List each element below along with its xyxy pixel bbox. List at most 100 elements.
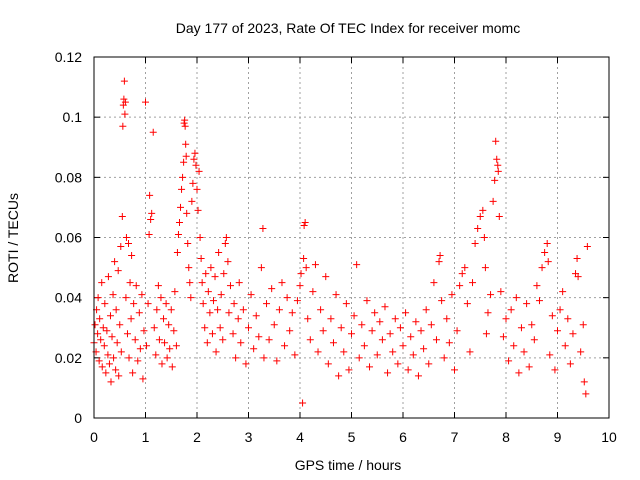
data-point: [556, 306, 564, 314]
data-point: [170, 327, 178, 335]
data-point: [239, 306, 247, 314]
data-point: [250, 345, 258, 353]
x-axis-label: GPS time / hours: [295, 457, 402, 473]
data-point: [451, 366, 458, 374]
data-point: [229, 330, 237, 338]
data-point: [293, 297, 301, 305]
data-point: [512, 294, 520, 302]
data-point: [371, 309, 379, 317]
data-point: [209, 297, 217, 305]
data-point: [322, 273, 330, 281]
data-point: [199, 300, 207, 308]
data-point: [396, 324, 404, 332]
data-point: [122, 294, 130, 302]
data-point: [220, 270, 228, 278]
x-tick-label: 0: [90, 429, 98, 445]
data-point: [117, 348, 125, 356]
data-point: [225, 309, 233, 317]
data-point: [102, 369, 110, 377]
data-point: [208, 330, 216, 338]
data-point: [394, 360, 402, 368]
y-tick-label: 0: [74, 410, 82, 426]
data-point: [458, 270, 466, 278]
data-point: [417, 327, 425, 335]
data-point: [582, 390, 590, 398]
data-point: [368, 327, 376, 335]
data-point: [132, 282, 140, 290]
data-point: [168, 363, 176, 371]
data-point: [180, 158, 188, 166]
y-tick-label: 0.12: [55, 49, 82, 65]
data-point: [491, 176, 499, 184]
data-point: [479, 206, 487, 214]
data-point: [257, 264, 265, 272]
data-point: [499, 333, 507, 341]
data-point: [329, 339, 337, 347]
data-point: [235, 279, 243, 287]
data-point: [517, 324, 525, 332]
data-point: [404, 366, 412, 374]
data-point: [196, 234, 204, 241]
data-point: [373, 351, 381, 359]
data-point: [497, 288, 505, 296]
x-tick-label: 8: [502, 429, 510, 445]
data-point: [579, 321, 587, 329]
data-point: [162, 300, 170, 308]
data-point: [216, 324, 224, 332]
data-point: [177, 203, 185, 211]
data-point: [566, 360, 574, 368]
data-point: [179, 173, 187, 181]
data-point: [297, 270, 305, 278]
data-point: [358, 321, 366, 329]
data-point: [121, 98, 129, 106]
data-point: [152, 351, 160, 359]
data-point: [443, 315, 451, 323]
data-point: [118, 212, 126, 220]
data-point: [180, 119, 188, 127]
data-point: [432, 336, 440, 344]
data-point: [148, 209, 156, 217]
data-point: [350, 312, 358, 320]
data-point: [445, 339, 453, 347]
data-point: [489, 197, 497, 205]
data-point: [202, 270, 210, 278]
data-point: [206, 309, 214, 317]
data-point: [207, 264, 215, 272]
data-point: [173, 249, 181, 257]
data-point: [484, 309, 492, 317]
data-point: [119, 122, 127, 130]
data-point: [158, 360, 166, 368]
data-point: [94, 330, 102, 338]
data-point: [300, 255, 308, 263]
data-point: [461, 264, 469, 272]
data-point: [311, 261, 319, 269]
data-point: [580, 378, 588, 386]
data-point: [353, 261, 361, 269]
data-point: [167, 306, 175, 314]
data-point: [260, 354, 268, 362]
data-point: [402, 309, 410, 317]
data-point: [153, 306, 161, 314]
data-point: [414, 372, 422, 380]
data-point: [495, 212, 503, 220]
data-point: [299, 399, 307, 407]
data-point: [422, 306, 430, 314]
data-point: [275, 306, 283, 314]
data-point: [237, 339, 245, 347]
data-point: [166, 345, 174, 353]
data-point: [178, 185, 186, 193]
data-point: [130, 300, 138, 308]
data-point: [561, 342, 569, 350]
data-point: [300, 221, 308, 229]
data-point: [502, 315, 510, 323]
data-point: [296, 282, 304, 290]
data-point: [184, 240, 192, 248]
data-point: [138, 291, 146, 299]
data-point: [412, 318, 420, 326]
data-point: [127, 315, 135, 323]
data-point: [319, 327, 327, 335]
data-point: [574, 273, 582, 281]
data-point: [559, 288, 567, 296]
y-tick-label: 0.02: [55, 350, 82, 366]
